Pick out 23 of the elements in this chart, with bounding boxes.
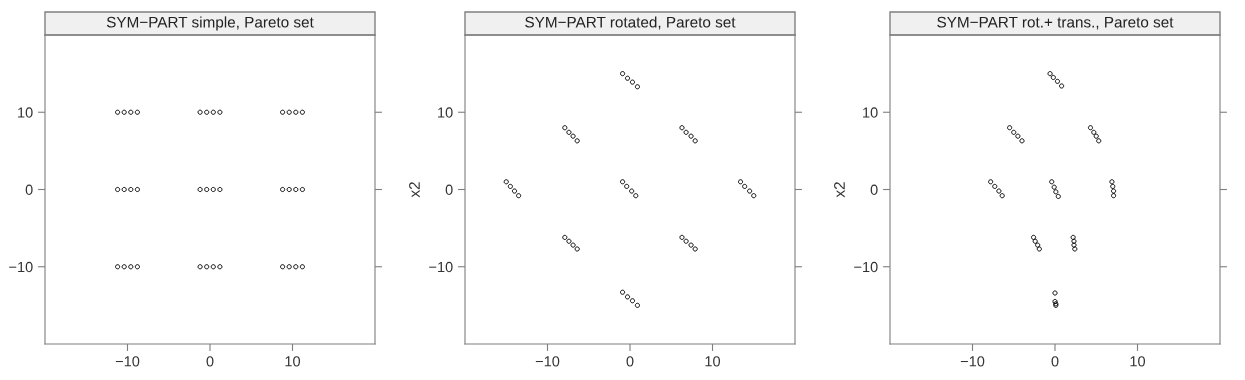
- y-tick-label: 0: [870, 184, 878, 195]
- x-tick-label: 0: [206, 356, 214, 367]
- x-tick-label: 10: [285, 356, 301, 367]
- x-tick-label: 0: [1051, 356, 1059, 367]
- chart-title: SYM−PART rot.+ trans., Pareto set: [937, 16, 1174, 30]
- chart-title: SYM−PART simple, Pareto set: [106, 16, 314, 31]
- y-tick-label: 0: [445, 184, 453, 195]
- x-tick-label: 10: [1130, 356, 1146, 367]
- x-tick-label: −10: [960, 356, 985, 367]
- y-tick-label: −10: [854, 261, 878, 273]
- x-tick-label: −10: [535, 356, 560, 367]
- y-tick-label: 10: [438, 107, 453, 118]
- y-tick-label: 10: [863, 107, 878, 118]
- x-tick-label: −10: [115, 356, 140, 367]
- y-tick-label: 0: [25, 184, 33, 195]
- x-tick-label: 10: [705, 356, 721, 367]
- y-tick-label: 10: [18, 107, 33, 118]
- x-tick-label: 0: [626, 356, 634, 367]
- chart-title: SYM−PART rotated, Pareto set: [525, 16, 736, 30]
- y-axis-title: x2: [834, 182, 845, 198]
- y-tick-label: −10: [9, 261, 33, 273]
- y-axis-title: x2: [409, 182, 420, 198]
- y-tick-label: −10: [429, 261, 453, 273]
